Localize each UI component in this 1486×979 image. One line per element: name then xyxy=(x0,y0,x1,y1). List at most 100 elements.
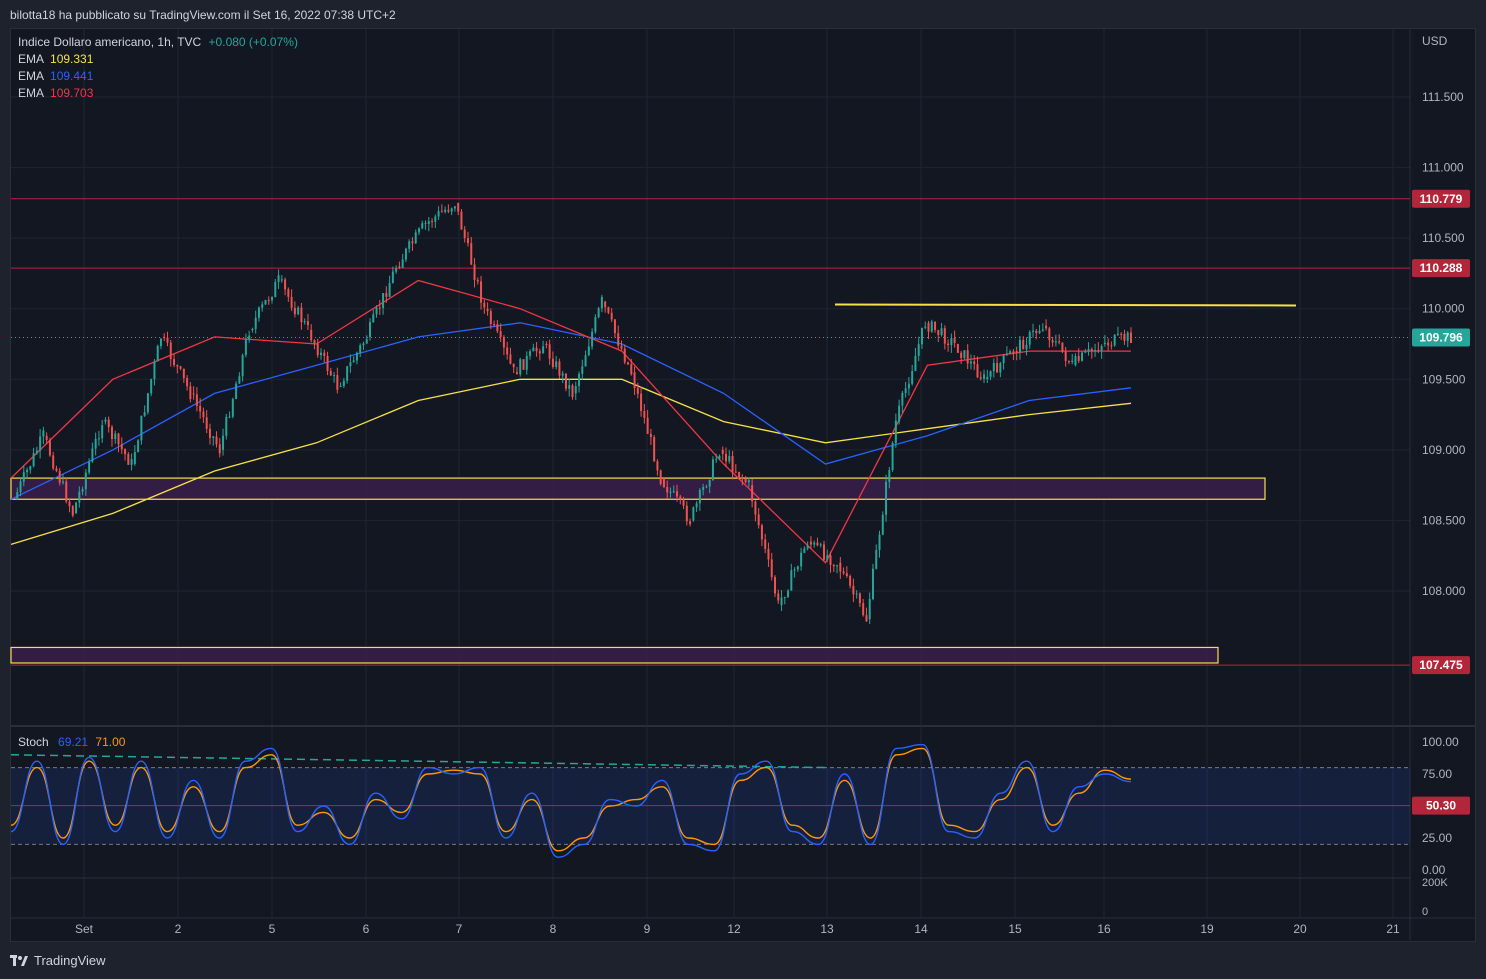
candle-body xyxy=(401,259,404,268)
candle-body xyxy=(849,576,852,586)
candle-body xyxy=(878,534,881,550)
candle-body xyxy=(61,481,64,483)
candle-body xyxy=(359,345,362,353)
stoch-trendline xyxy=(10,754,831,769)
candle-body xyxy=(1015,351,1018,353)
candle-body xyxy=(251,329,254,331)
candle-body xyxy=(930,321,933,332)
candle-body xyxy=(836,565,839,567)
candle-body xyxy=(489,311,492,325)
candle-body xyxy=(1123,333,1126,341)
candle-body xyxy=(630,364,633,375)
candle-body xyxy=(633,372,636,389)
candle-body xyxy=(369,322,372,337)
candle-body xyxy=(1120,333,1123,335)
candle-body xyxy=(280,279,283,281)
candle-body xyxy=(159,338,162,346)
candle-body xyxy=(365,339,368,344)
candle-body xyxy=(973,361,976,365)
candle-body xyxy=(574,386,577,394)
candle-body xyxy=(362,343,365,346)
candle-body xyxy=(388,283,391,297)
candle-body xyxy=(163,336,166,338)
candle-body xyxy=(182,368,185,379)
candle-body xyxy=(26,469,29,473)
candle-body xyxy=(773,577,776,594)
candle-body xyxy=(679,496,682,500)
candle-body xyxy=(943,328,946,344)
candle-body xyxy=(1100,346,1103,351)
candle-body xyxy=(391,271,394,284)
stoch-mid-tag xyxy=(1412,796,1470,815)
level-tag-label: 107.475 xyxy=(1419,658,1463,672)
candle-body xyxy=(604,301,607,308)
candle-body xyxy=(499,331,502,338)
candle-body xyxy=(1054,341,1057,343)
candle-body xyxy=(1107,342,1110,346)
candle-body xyxy=(228,416,231,418)
candle-body xyxy=(839,562,842,572)
candle-body xyxy=(865,615,868,622)
candle-body xyxy=(1130,332,1132,343)
candle-body xyxy=(845,573,848,577)
candle-body xyxy=(431,221,434,223)
candle-body xyxy=(58,470,61,483)
candle-body xyxy=(35,450,38,454)
candle-body xyxy=(555,361,558,368)
ema-value: 109.441 xyxy=(50,69,94,83)
level-tag-label: 110.779 xyxy=(1420,192,1463,206)
candle-body xyxy=(440,211,443,213)
candle-body xyxy=(692,507,695,521)
candle-body xyxy=(597,308,600,318)
candle-body xyxy=(408,241,411,249)
candle-body xyxy=(725,453,728,462)
candle-body xyxy=(600,297,603,309)
candle-body xyxy=(627,362,630,365)
candle-body xyxy=(979,377,982,379)
brand-label: TradingView xyxy=(34,953,106,968)
time-tick-label: 9 xyxy=(644,922,651,936)
candle-body xyxy=(323,352,326,356)
time-tick-label: 6 xyxy=(363,922,370,936)
horizontal-trendline xyxy=(834,303,1297,307)
candle-body xyxy=(800,552,803,567)
candle-body xyxy=(960,352,963,358)
candle-body xyxy=(349,362,352,367)
candle-body xyxy=(45,435,48,441)
candle-body xyxy=(1126,332,1129,341)
candle-body xyxy=(16,492,19,500)
candle-body xyxy=(754,501,757,515)
time-tick-label: 14 xyxy=(914,922,928,936)
candle-body xyxy=(757,514,760,526)
candle-body xyxy=(894,420,897,444)
candle-body xyxy=(107,419,110,428)
candle-body xyxy=(310,329,313,341)
candle-body xyxy=(525,355,528,370)
candle-body xyxy=(613,319,616,334)
candle-body xyxy=(672,491,675,493)
candle-body xyxy=(342,380,345,386)
candle-body xyxy=(1032,330,1035,332)
candle-body xyxy=(564,373,567,389)
candle-body xyxy=(493,324,496,326)
candle-body xyxy=(721,449,724,454)
candle-body xyxy=(656,461,659,471)
stoch-legend: Stoch 69.21 71.00 xyxy=(18,734,125,751)
ema-label: EMA xyxy=(18,69,45,83)
candle-body xyxy=(813,542,816,545)
candle-body xyxy=(65,481,68,502)
candle-body xyxy=(545,344,548,345)
candle-body xyxy=(78,491,81,503)
candle-body xyxy=(548,344,551,359)
candle-body xyxy=(320,352,323,356)
candle-body xyxy=(385,293,388,297)
volume-tick-label: 0 xyxy=(1422,906,1428,918)
candle-body xyxy=(542,346,545,354)
candle-body xyxy=(225,416,228,436)
candle-body xyxy=(607,307,610,313)
candle-body xyxy=(404,248,407,260)
level-tag xyxy=(1412,189,1470,208)
candle-body xyxy=(378,307,381,309)
candle-body xyxy=(1077,356,1080,361)
